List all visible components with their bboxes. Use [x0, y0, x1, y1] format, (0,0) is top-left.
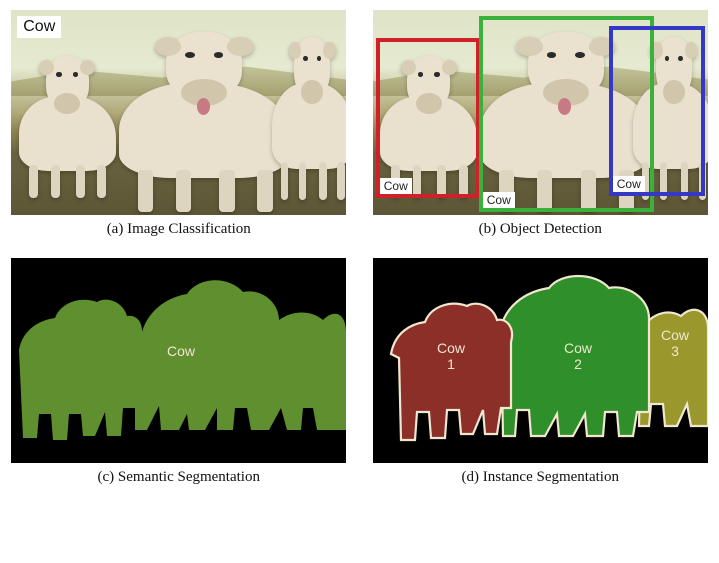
inst-1-label-line2: 1 [447, 356, 455, 372]
panel-classification: Cow [11, 10, 346, 215]
box-left: Cow [376, 38, 480, 198]
figure-grid: Cow (a) Image Classification CowCowCow (… [10, 10, 709, 510]
caption-c: (c) Semantic Segmentation [98, 469, 260, 486]
instance-mask-svg: Cow1Cow2Cow3 [373, 258, 708, 463]
semantic-label: Cow [167, 343, 196, 359]
inst-2-label-line1: Cow [564, 340, 593, 356]
inst-3-label-line1: Cow [661, 327, 690, 343]
semantic-mask-svg: Cow [11, 258, 346, 463]
panel-b-wrap: Cow Cow Cow (b) Object Detection [372, 10, 710, 254]
box-right: Cow [609, 26, 705, 196]
inst-2-label-line2: 2 [574, 356, 582, 372]
panel-semantic: Cow [11, 258, 346, 463]
caption-b: (b) Object Detection [479, 221, 602, 238]
inst-1-label-line1: Cow [437, 340, 466, 356]
cow-right [267, 28, 346, 200]
panel-d-wrap: Cow1Cow2Cow3 (d) Instance Segmentation [372, 258, 710, 502]
panel-detection: Cow Cow Cow [373, 10, 708, 215]
inst-3-label-line2: 3 [671, 343, 679, 359]
box-left-label: Cow [380, 178, 412, 194]
caption-a: (a) Image Classification [107, 221, 251, 238]
panel-a-wrap: Cow (a) Image Classification [10, 10, 348, 254]
semantic-mask [19, 280, 346, 440]
panel-instance: Cow1Cow2Cow3 [373, 258, 708, 463]
box-right-label: Cow [613, 176, 645, 192]
classification-label: Cow [17, 16, 61, 38]
caption-d: (d) Instance Segmentation [462, 469, 619, 486]
cow-left [13, 48, 121, 198]
panel-c-wrap: Cow (c) Semantic Segmentation [10, 258, 348, 502]
box-center-label: Cow [483, 192, 515, 208]
